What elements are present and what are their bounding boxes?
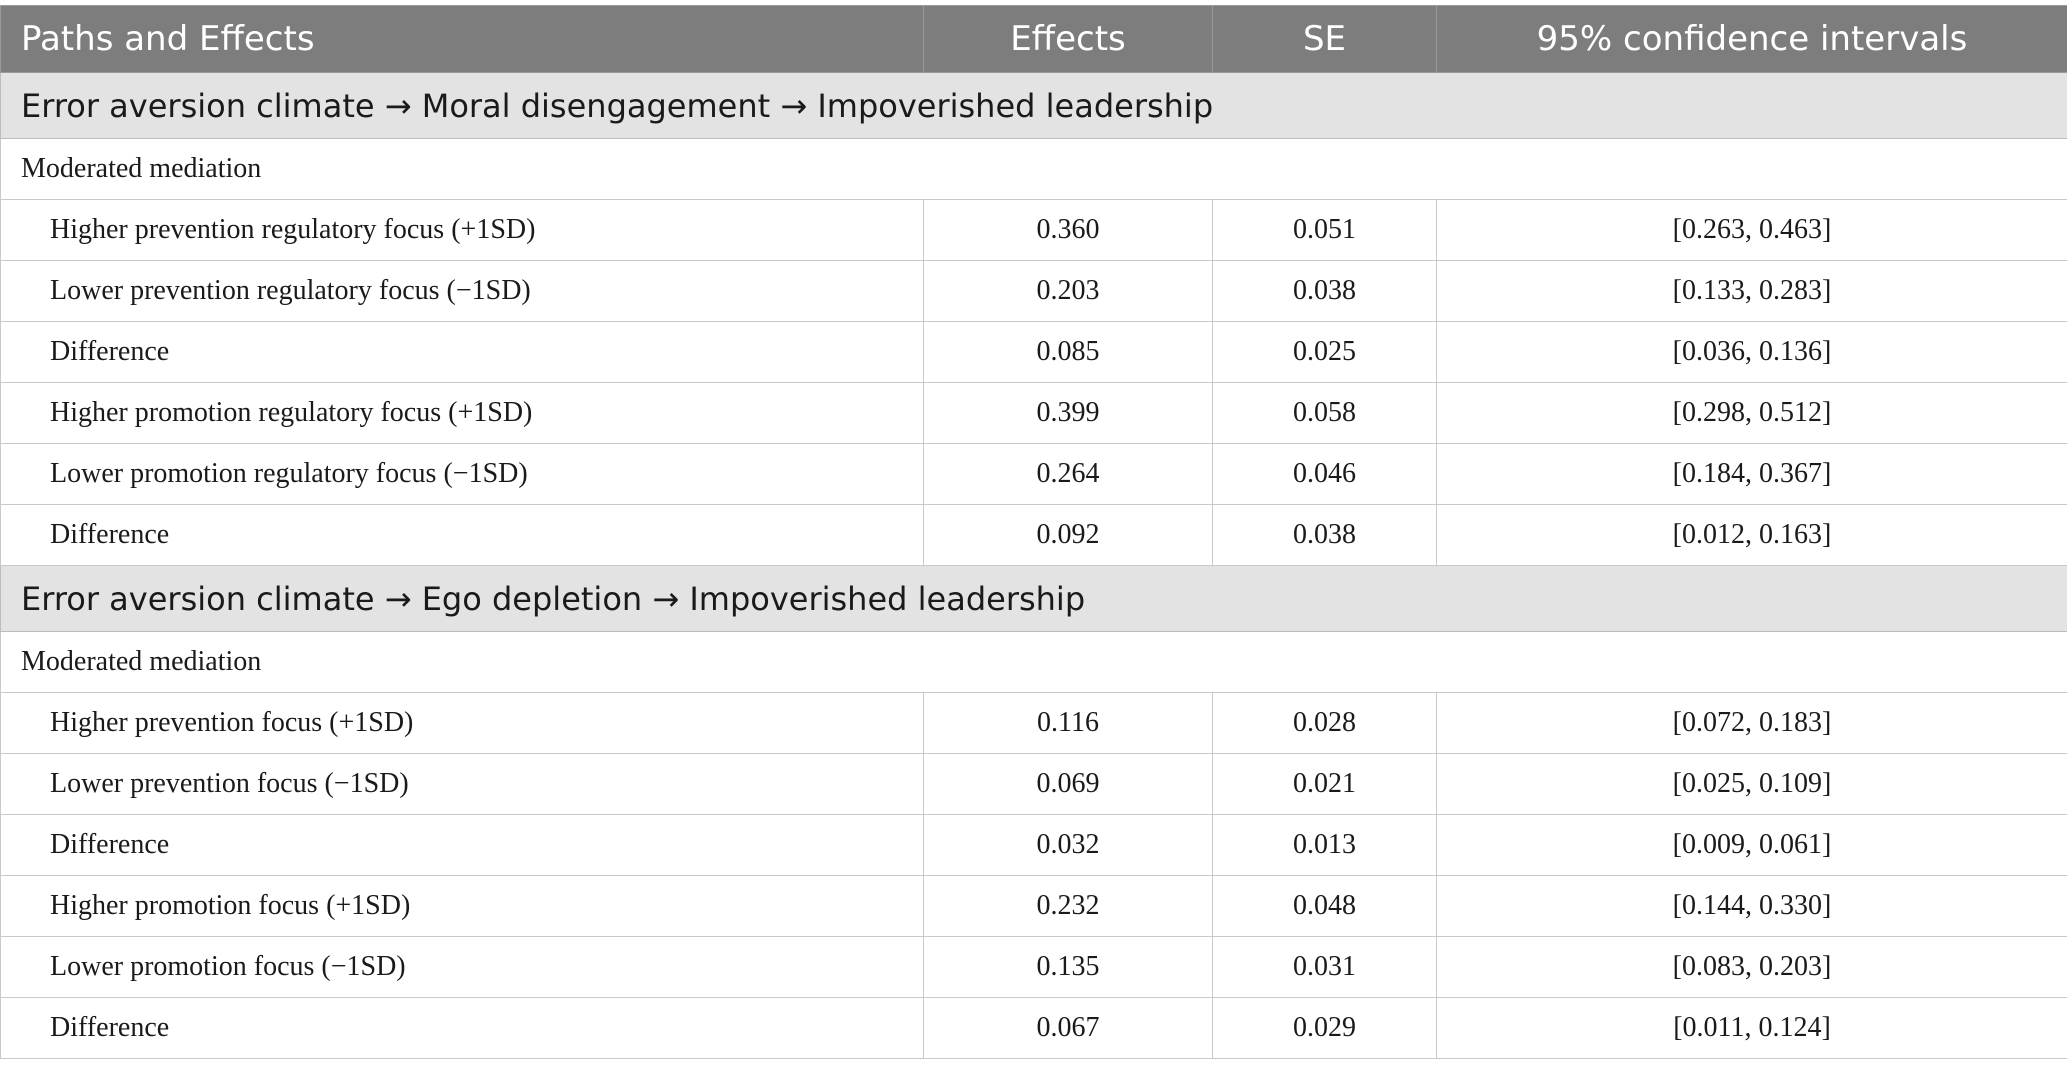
row-label: Lower promotion focus (−1SD) — [0, 936, 924, 998]
table-header: Paths and Effects Effects SE 95% confide… — [0, 5, 2067, 73]
row-ci: [0.184, 0.367] — [1436, 443, 2067, 505]
row-se: 0.021 — [1212, 753, 1437, 815]
table-row: Lower prevention regulatory focus (−1SD)… — [0, 260, 2067, 322]
row-label: Lower prevention focus (−1SD) — [0, 753, 924, 815]
row-ci: [0.036, 0.136] — [1436, 321, 2067, 383]
row-label: Higher prevention regulatory focus (+1SD… — [0, 199, 924, 261]
table-row: Higher promotion regulatory focus (+1SD)… — [0, 382, 2067, 444]
row-effect: 0.067 — [923, 997, 1213, 1059]
row-se: 0.058 — [1212, 382, 1437, 444]
table-row: Lower promotion focus (−1SD) 0.135 0.031… — [0, 936, 2067, 998]
table-row: Lower promotion regulatory focus (−1SD) … — [0, 443, 2067, 505]
moderated-mediation-table: Paths and Effects Effects SE 95% confide… — [0, 5, 2067, 1059]
row-ci: [0.263, 0.463] — [1436, 199, 2067, 261]
table-row: Higher prevention focus (+1SD) 0.116 0.0… — [0, 692, 2067, 754]
row-ci: [0.025, 0.109] — [1436, 753, 2067, 815]
header-effects: Effects — [923, 5, 1213, 73]
row-se: 0.028 — [1212, 692, 1437, 754]
row-label: Difference — [0, 814, 924, 876]
table-body: Error aversion climate → Moral disengage… — [0, 72, 2067, 1059]
row-effect: 0.135 — [923, 936, 1213, 998]
section-header-row: Error aversion climate → Moral disengage… — [0, 72, 2067, 139]
row-ci: [0.083, 0.203] — [1436, 936, 2067, 998]
table-row: Difference 0.032 0.013 [0.009, 0.061] — [0, 814, 2067, 876]
row-effect: 0.264 — [923, 443, 1213, 505]
section-title: Error aversion climate → Moral disengage… — [0, 72, 2067, 139]
table-row: Difference 0.092 0.038 [0.012, 0.163] — [0, 504, 2067, 566]
table-row: Higher promotion focus (+1SD) 0.232 0.04… — [0, 875, 2067, 937]
row-se: 0.013 — [1212, 814, 1437, 876]
table-row: Lower prevention focus (−1SD) 0.069 0.02… — [0, 753, 2067, 815]
subheading-row: Moderated mediation — [0, 138, 2067, 200]
row-se: 0.025 — [1212, 321, 1437, 383]
row-se: 0.048 — [1212, 875, 1437, 937]
row-effect: 0.116 — [923, 692, 1213, 754]
row-se: 0.038 — [1212, 260, 1437, 322]
section-header-row: Error aversion climate → Ego depletion →… — [0, 565, 2067, 632]
results-table-container: Paths and Effects Effects SE 95% confide… — [0, 5, 2067, 1059]
row-label: Higher prevention focus (+1SD) — [0, 692, 924, 754]
row-ci: [0.072, 0.183] — [1436, 692, 2067, 754]
row-se: 0.031 — [1212, 936, 1437, 998]
row-se: 0.046 — [1212, 443, 1437, 505]
table-row: Difference 0.067 0.029 [0.011, 0.124] — [0, 997, 2067, 1059]
table-row: Higher prevention regulatory focus (+1SD… — [0, 199, 2067, 261]
row-effect: 0.203 — [923, 260, 1213, 322]
row-label: Higher promotion focus (+1SD) — [0, 875, 924, 937]
subheading-row: Moderated mediation — [0, 631, 2067, 693]
row-ci: [0.012, 0.163] — [1436, 504, 2067, 566]
row-label: Difference — [0, 504, 924, 566]
row-label: Lower promotion regulatory focus (−1SD) — [0, 443, 924, 505]
row-se: 0.038 — [1212, 504, 1437, 566]
row-label: Lower prevention regulatory focus (−1SD) — [0, 260, 924, 322]
row-ci: [0.298, 0.512] — [1436, 382, 2067, 444]
section-title: Error aversion climate → Ego depletion →… — [0, 565, 2067, 632]
row-ci: [0.133, 0.283] — [1436, 260, 2067, 322]
header-paths: Paths and Effects — [0, 5, 924, 73]
row-effect: 0.399 — [923, 382, 1213, 444]
row-se: 0.051 — [1212, 199, 1437, 261]
row-ci: [0.144, 0.330] — [1436, 875, 2067, 937]
row-ci: [0.009, 0.061] — [1436, 814, 2067, 876]
row-se: 0.029 — [1212, 997, 1437, 1059]
row-label: Difference — [0, 321, 924, 383]
row-effect: 0.032 — [923, 814, 1213, 876]
header-row: Paths and Effects Effects SE 95% confide… — [0, 5, 2067, 73]
header-ci: 95% confidence intervals — [1436, 5, 2067, 73]
subheading: Moderated mediation — [0, 138, 2067, 200]
row-label: Difference — [0, 997, 924, 1059]
row-effect: 0.069 — [923, 753, 1213, 815]
row-ci: [0.011, 0.124] — [1436, 997, 2067, 1059]
row-label: Higher promotion regulatory focus (+1SD) — [0, 382, 924, 444]
row-effect: 0.360 — [923, 199, 1213, 261]
row-effect: 0.092 — [923, 504, 1213, 566]
subheading: Moderated mediation — [0, 631, 2067, 693]
header-se: SE — [1212, 5, 1437, 73]
row-effect: 0.085 — [923, 321, 1213, 383]
row-effect: 0.232 — [923, 875, 1213, 937]
table-row: Difference 0.085 0.025 [0.036, 0.136] — [0, 321, 2067, 383]
